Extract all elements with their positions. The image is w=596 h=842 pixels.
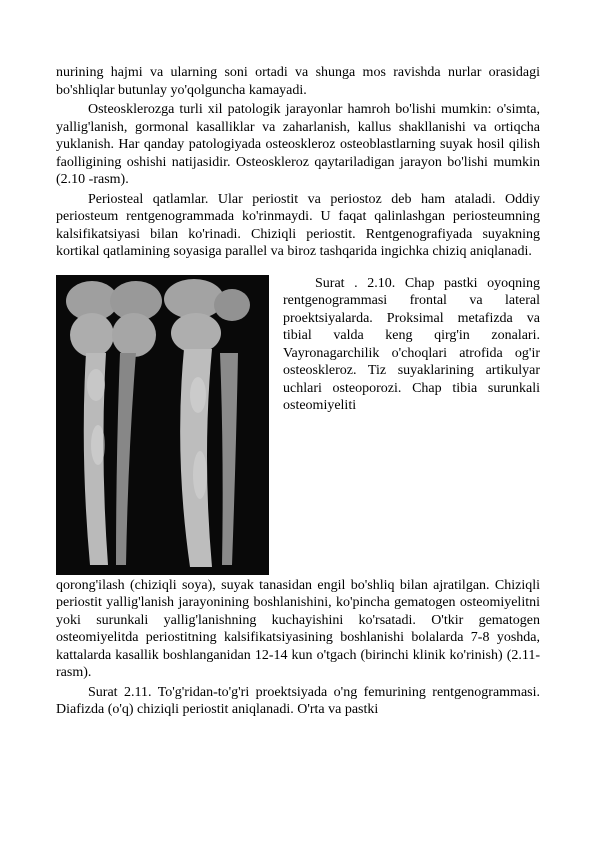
document-page: nurining hajmi va ularning soni ortadi v…: [0, 0, 596, 761]
paragraph-5: Surat 2.11. To'g'ridan-to'g'ri proektsiy…: [56, 684, 540, 719]
paragraph-2: Osteosklerozga turli xil patologik jaray…: [56, 101, 540, 189]
figure-block: Surat . 2.10. Chap pastki oyoqning rentg…: [56, 275, 540, 577]
xray-svg: [56, 275, 269, 575]
paragraph-3: Periosteal qatlamlar. Ular periostit va …: [56, 191, 540, 261]
paragraph-4: qorong'ilash (chiziqli soya), suyak tana…: [56, 577, 540, 682]
xray-image: [56, 275, 269, 575]
paragraph-1: nurining hajmi va ularning soni ortadi v…: [56, 64, 540, 99]
